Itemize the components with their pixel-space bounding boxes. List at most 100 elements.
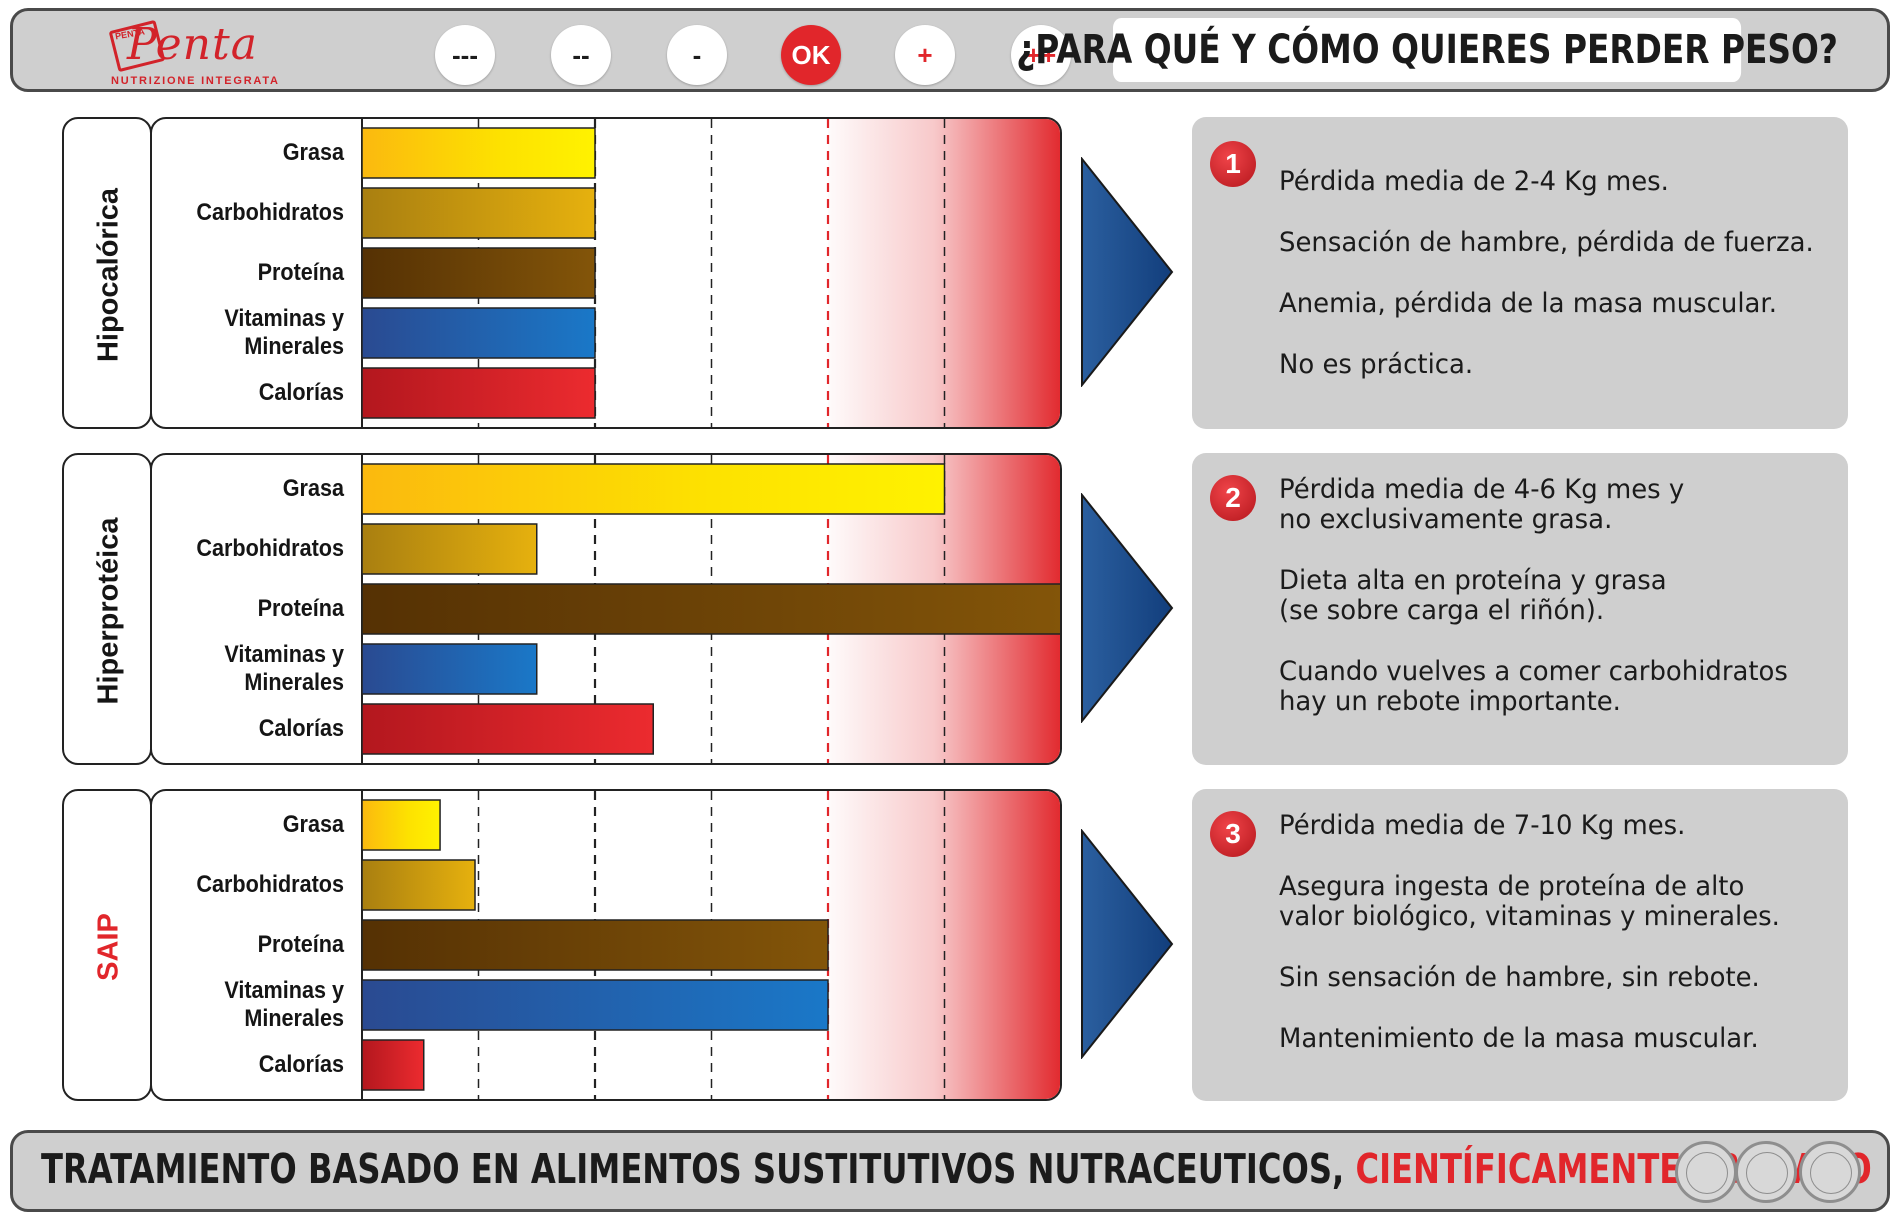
- scale-level-4: OK: [781, 25, 841, 85]
- bar-calorias: [361, 703, 654, 755]
- description-line: Mantenimiento de la masa muscular.: [1279, 1023, 1759, 1054]
- label-line: Calorías: [258, 379, 344, 406]
- description-line: Sensación de hambre, pérdida de fuerza.: [1279, 227, 1814, 258]
- bar-vitaminas: [361, 643, 538, 695]
- label-line: Carbohidratos: [196, 535, 344, 562]
- chart-frame: Grasa Carbohidratos Proteína Vitaminas y Min…: [150, 789, 1062, 1101]
- label-vitaminas: Vitaminas y Minerales: [164, 641, 344, 697]
- description-box-1: 1 Pérdida media de 2-4 Kg mes. Sensación d…: [1192, 117, 1848, 429]
- label-vitaminas: Vitaminas y Minerales: [164, 305, 344, 361]
- bar-proteina: [361, 919, 829, 971]
- bar-calorias: [361, 367, 596, 419]
- arrow-icon: [1081, 493, 1174, 723]
- label-line: Grasa: [282, 475, 344, 502]
- description-line: Asegura ingesta de proteína de alto valo…: [1279, 871, 1780, 932]
- label-carbohidratos: Carbohidratos: [164, 199, 344, 227]
- label-line: Minerales: [244, 333, 344, 360]
- bar-proteina: [361, 247, 596, 299]
- diet-name: Hiperprotéica: [92, 517, 125, 705]
- description-line: Dieta alta en proteína y grasa (se sobre…: [1279, 565, 1667, 626]
- diet-panel-1: Hipocalórica Grasa Carbohidratos Proteína Vi…: [62, 117, 1174, 429]
- label-calorias: Calorías: [164, 1051, 344, 1079]
- footer-text: TRATAMIENTO BASADO EN ALIMENTOS SUSTITUT…: [41, 1145, 1356, 1193]
- diet-name: SAIP: [92, 913, 125, 981]
- bar-chart: [361, 455, 1060, 763]
- description-box-3: 3 Pérdida media de 7-10 Kg mes. Asegura in…: [1192, 789, 1848, 1101]
- label-proteina: Proteína: [164, 595, 344, 623]
- label-carbohidratos: Carbohidratos: [164, 871, 344, 899]
- label-grasa: Grasa: [164, 139, 344, 167]
- label-line: Vitaminas y: [224, 641, 344, 668]
- footer-bar: TRATAMIENTO BASADO EN ALIMENTOS SUSTITUT…: [10, 1130, 1890, 1212]
- bar-carbohidratos: [361, 523, 538, 575]
- bar-grasa: [361, 799, 441, 851]
- bar-chart: [361, 791, 1060, 1099]
- label-line: Vitaminas y: [224, 305, 344, 332]
- chart-frame: Grasa Carbohidratos Proteína Vitaminas y Min…: [150, 453, 1062, 765]
- logo-name: Penta: [127, 19, 258, 70]
- step-number-badge: 1: [1210, 141, 1256, 187]
- bar-carbohidratos: [361, 859, 476, 911]
- step-number-badge: 2: [1210, 475, 1256, 521]
- bar-chart: [361, 119, 1060, 427]
- bar-vitaminas: [361, 307, 596, 359]
- description-box-2: 2 Pérdida media de 4-6 Kg mes y no exclus…: [1192, 453, 1848, 765]
- diet-tab: Hiperprotéica: [62, 453, 152, 765]
- description-line: Anemia, pérdida de la masa muscular.: [1279, 288, 1777, 319]
- footer-claim: TRATAMIENTO BASADO EN ALIMENTOS SUSTITUT…: [41, 1145, 1872, 1193]
- label-line: Carbohidratos: [196, 199, 344, 226]
- scale-level-2: --: [551, 25, 611, 85]
- diet-tab: SAIP: [62, 789, 152, 1101]
- chart-frame: Grasa Carbohidratos Proteína Vitaminas y Min…: [150, 117, 1062, 429]
- scale-level-6: ++: [1011, 25, 1071, 85]
- label-calorias: Calorías: [164, 379, 344, 407]
- page-title: ¿PARA QUÉ Y CÓMO QUIERES PERDER PESO?: [1016, 18, 1838, 82]
- label-grasa: Grasa: [164, 475, 344, 503]
- label-line: Vitaminas y: [224, 977, 344, 1004]
- scale-level-1: ---: [435, 25, 495, 85]
- label-line: Minerales: [244, 669, 344, 696]
- diet-name: Hipocalórica: [92, 187, 125, 363]
- label-line: Grasa: [282, 139, 344, 166]
- label-grasa: Grasa: [164, 811, 344, 839]
- description-line: Sin sensación de hambre, sin rebote.: [1279, 962, 1760, 993]
- description-line: Pérdida media de 2-4 Kg mes.: [1279, 166, 1669, 197]
- label-proteina: Proteína: [164, 259, 344, 287]
- label-calorias: Calorías: [164, 715, 344, 743]
- label-line: Grasa: [282, 811, 344, 838]
- label-line: Proteína: [257, 595, 344, 622]
- scale-level-5: +: [895, 25, 955, 85]
- diet-tab: Hipocalórica: [62, 117, 152, 429]
- description-line: Cuando vuelves a comer carbohidratos hay…: [1279, 656, 1788, 717]
- bar-carbohidratos: [361, 187, 596, 239]
- arrow-icon: [1081, 157, 1174, 387]
- bar-proteina: [361, 583, 1060, 635]
- diamond-seal-icon: [1675, 1141, 1737, 1203]
- header-bar: PENTA Penta NUTRIZIONE INTEGRATA --- -- - O…: [10, 8, 1890, 92]
- label-carbohidratos: Carbohidratos: [164, 535, 344, 563]
- logo-tagline: NUTRIZIONE INTEGRATA: [111, 75, 280, 87]
- label-line: Proteína: [257, 259, 344, 286]
- description-line: No es práctica.: [1279, 349, 1474, 380]
- step-number-badge: 3: [1210, 811, 1256, 857]
- label-line: Calorías: [258, 715, 344, 742]
- description-line: Pérdida media de 7-10 Kg mes.: [1279, 810, 1686, 841]
- label-line: Carbohidratos: [196, 871, 344, 898]
- bar-vitaminas: [361, 979, 829, 1031]
- description-line: Pérdida media de 4-6 Kg mes y no exclusi…: [1279, 474, 1685, 535]
- diet-panel-3: SAIP Grasa Carbohidratos Proteína Vitaminas …: [62, 789, 1174, 1101]
- scale-level-3: -: [667, 25, 727, 85]
- diet-panel-2: Hiperprotéica Grasa Carbohidratos Proteína V…: [62, 453, 1174, 765]
- bar-grasa: [361, 463, 946, 515]
- dna-seal-icon: [1735, 1141, 1797, 1203]
- label-line: Minerales: [244, 1005, 344, 1032]
- label-proteina: Proteína: [164, 931, 344, 959]
- bar-calorias: [361, 1039, 425, 1091]
- arrow-icon: [1081, 829, 1174, 1059]
- bar-grasa: [361, 127, 596, 179]
- label-line: Proteína: [257, 931, 344, 958]
- penta-logo: PENTA Penta NUTRIZIONE INTEGRATA: [103, 17, 278, 89]
- label-line: Calorías: [258, 1051, 344, 1078]
- caduceus-seal-icon: [1799, 1141, 1861, 1203]
- label-vitaminas: Vitaminas y Minerales: [164, 977, 344, 1033]
